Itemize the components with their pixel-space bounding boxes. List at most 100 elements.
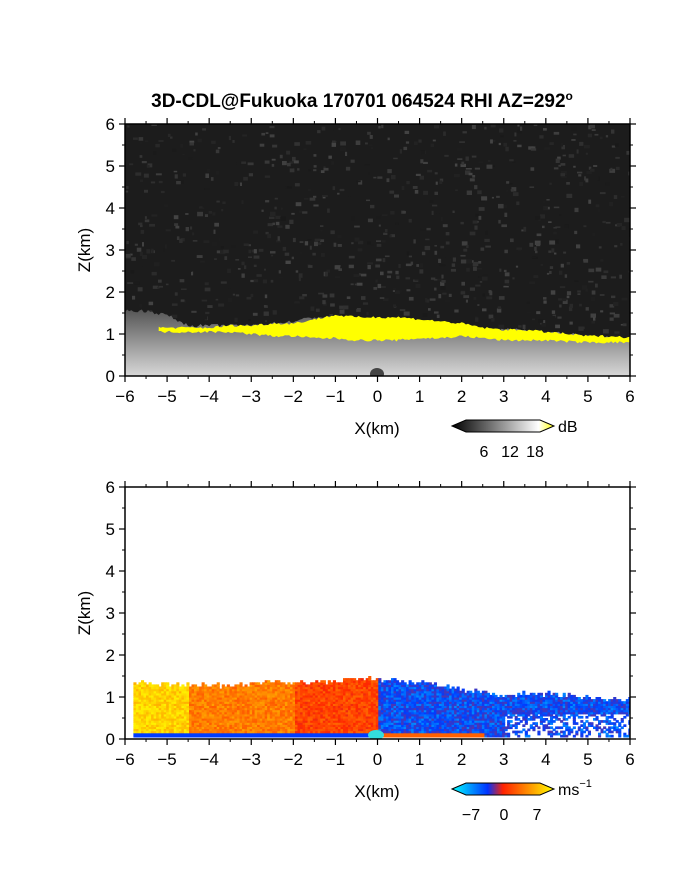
intensity-noise-cell	[579, 182, 584, 187]
intensity-noise-cell	[577, 290, 581, 293]
velocity-cell	[353, 703, 357, 706]
velocity-cell	[497, 728, 501, 732]
velocity-cell	[476, 705, 480, 709]
velocity-cell	[438, 728, 442, 732]
velocity-cell	[292, 724, 296, 727]
velocity-cell	[350, 688, 354, 692]
velocity-cell	[345, 734, 349, 738]
intensity-noise-cell	[438, 294, 442, 299]
velocity-cell	[156, 713, 160, 717]
velocity-cell	[499, 728, 503, 732]
velocity-cell	[141, 728, 145, 732]
velocity-cell	[254, 707, 258, 711]
velocity-cell	[257, 734, 261, 738]
intensity-noise-cell	[285, 260, 291, 264]
intensity-noise-cell	[579, 141, 584, 146]
velocity-cell	[512, 707, 516, 711]
velocity-cell	[363, 701, 367, 704]
velocity-cell	[194, 734, 198, 738]
velocity-cell	[327, 711, 331, 715]
intensity-noise-cell	[236, 182, 242, 185]
velocity-cell	[519, 694, 523, 698]
velocity-cell	[254, 722, 258, 725]
velocity-cell	[330, 703, 334, 706]
velocity-cell	[343, 692, 347, 696]
velocity-cell	[522, 701, 526, 704]
velocity-cell	[295, 715, 299, 719]
intensity-noise-cell	[442, 292, 447, 295]
velocity-cell	[325, 732, 329, 736]
velocity-cell	[464, 713, 468, 717]
velocity-cell	[365, 688, 369, 692]
velocity-cell	[471, 726, 475, 730]
velocity-cell	[249, 694, 253, 698]
velocity-cell	[464, 728, 468, 732]
velocity-cell	[264, 686, 268, 690]
velocity-cell	[370, 718, 374, 721]
velocity-cell	[431, 699, 435, 702]
velocity-cell	[365, 686, 369, 690]
velocity-cell	[396, 701, 400, 704]
velocity-cell	[161, 690, 165, 694]
intensity-noise-cell	[573, 165, 576, 168]
intensity-noise-cell	[181, 237, 185, 242]
velocity-cell	[532, 694, 536, 698]
velocity-cell	[305, 720, 309, 723]
velocity-cell	[426, 728, 430, 732]
intensity-noise-cell	[585, 288, 588, 292]
intensity-noise-cell	[441, 280, 446, 283]
velocity-cell	[474, 711, 478, 715]
velocity-cell	[375, 718, 379, 721]
velocity-cell	[436, 690, 440, 694]
intensity-noise-cell	[305, 141, 312, 145]
velocity-cell	[247, 720, 251, 723]
intensity-noise-cell	[356, 308, 361, 310]
velocity-cell	[365, 697, 369, 700]
velocity-cell	[436, 726, 440, 730]
velocity-cell	[514, 711, 518, 715]
velocity-cell	[514, 722, 518, 725]
velocity-cell	[133, 726, 137, 730]
velocity-cell	[335, 694, 339, 698]
intensity-noise-cell	[592, 233, 596, 237]
velocity-cell	[368, 715, 372, 719]
velocity-cell	[201, 732, 205, 736]
velocity-cell	[433, 701, 437, 704]
velocity-cell	[497, 711, 501, 715]
intensity-noise-cell	[434, 245, 437, 247]
velocity-cell	[199, 718, 203, 721]
velocity-cell	[224, 734, 228, 738]
velocity-cell	[231, 732, 235, 736]
velocity-cell	[221, 699, 225, 702]
velocity-cell	[143, 726, 147, 730]
velocity-cell	[542, 705, 546, 709]
intensity-noise-cell	[234, 317, 238, 323]
velocity-cell	[287, 694, 291, 698]
velocity-cell	[524, 732, 528, 736]
velocity-cell	[358, 707, 362, 711]
intensity-noise-cell	[243, 243, 249, 247]
intensity-noise-cell	[406, 251, 410, 256]
velocity-cell	[178, 694, 182, 698]
velocity-cell	[444, 730, 448, 734]
velocity-cell	[451, 694, 455, 698]
velocity-cell	[524, 711, 528, 715]
velocity-cell	[350, 730, 354, 734]
velocity-cell	[524, 699, 528, 702]
intensity-noise-cell	[544, 207, 547, 209]
velocity-cell	[274, 682, 278, 685]
velocity-cell	[517, 703, 521, 706]
velocity-cell	[418, 707, 422, 711]
velocity-cell	[428, 715, 432, 719]
velocity-cell	[484, 726, 488, 730]
velocity-cell	[350, 682, 354, 685]
velocity-cell	[403, 690, 407, 694]
velocity-cell	[335, 684, 339, 688]
velocity-cell	[514, 724, 518, 727]
velocity-cell	[322, 724, 326, 727]
velocity-cell	[476, 690, 480, 694]
velocity-cell	[226, 692, 230, 696]
velocity-cell	[242, 728, 246, 732]
velocity-cell	[393, 692, 397, 696]
velocity-cell	[441, 701, 445, 704]
